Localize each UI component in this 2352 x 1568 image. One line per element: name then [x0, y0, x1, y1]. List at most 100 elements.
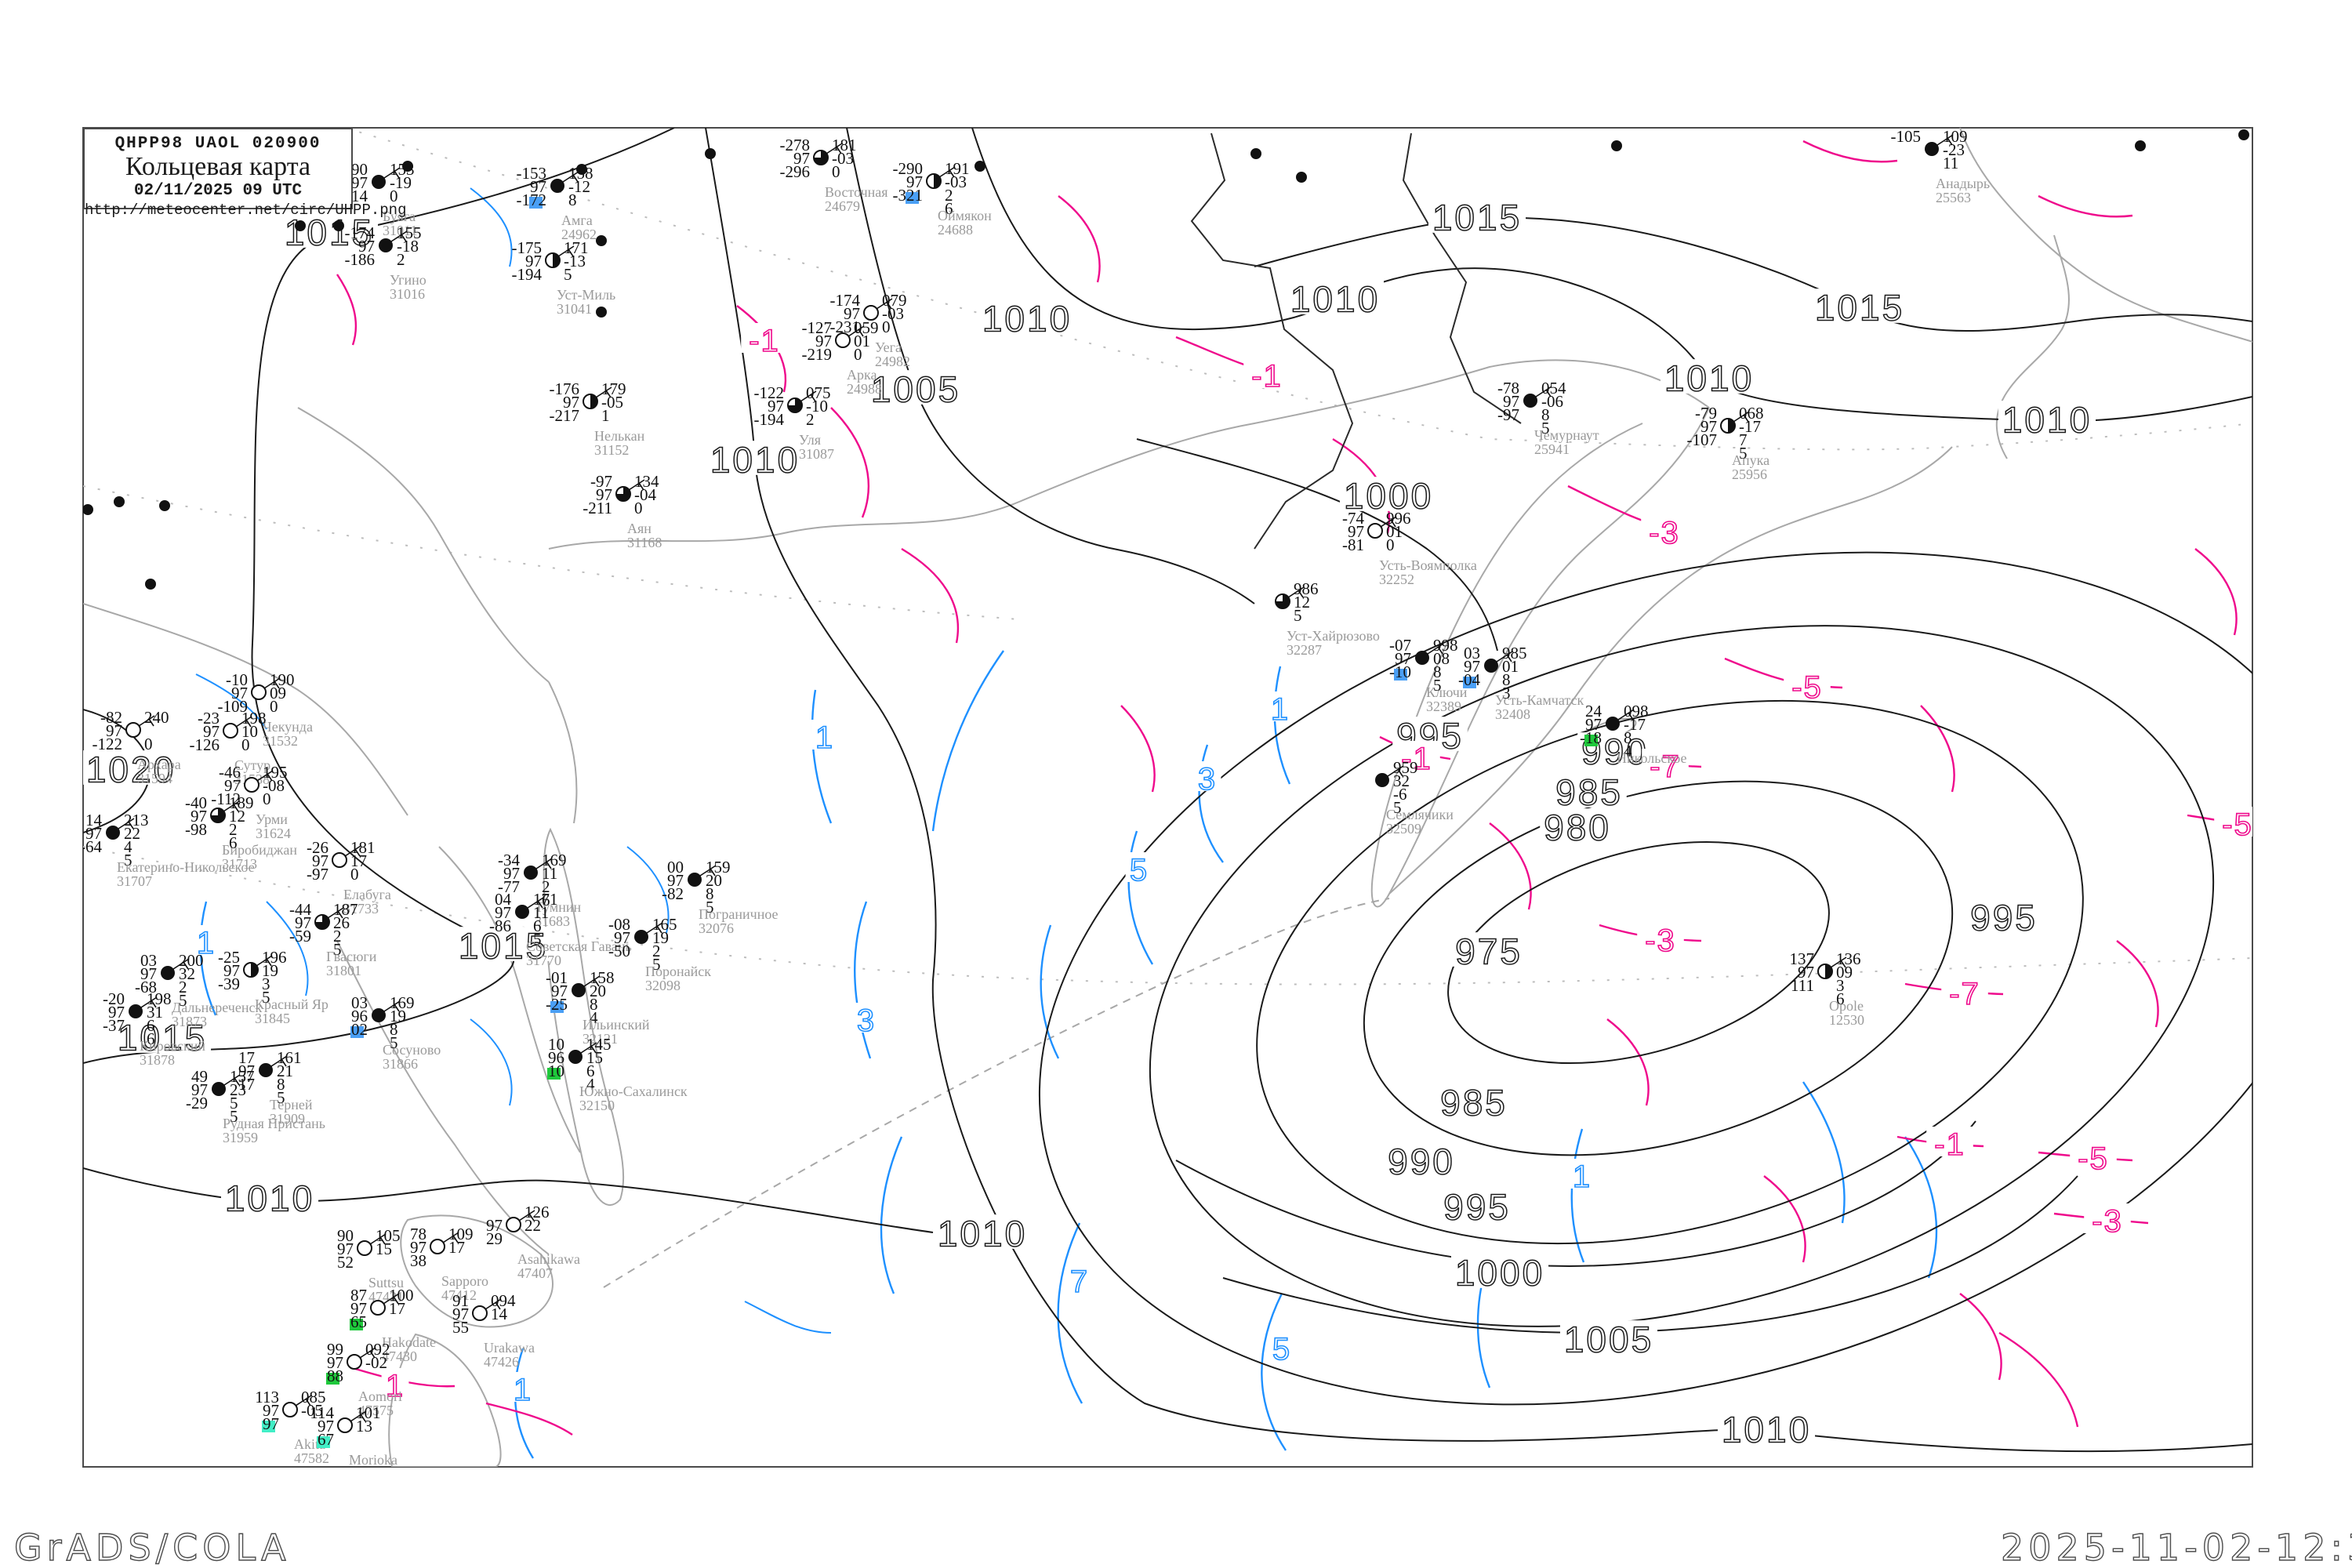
blue-contour-layer [199, 650, 1938, 1459]
wind-barb [383, 167, 401, 179]
station-name: Urakawa [484, 1340, 535, 1356]
isobar-label: 1015 [459, 926, 548, 967]
minor-station-dot [2238, 129, 2249, 140]
station-value-tr: 198 [241, 709, 267, 728]
minor-station-dot [576, 164, 587, 175]
station-value-tr: 198 [147, 989, 172, 1008]
station-value-b1: 2 [945, 186, 953, 205]
station-value-tl: 04 [495, 890, 512, 909]
river-layer [195, 187, 832, 1334]
station-circle [524, 866, 538, 880]
station-value-l: 97 [614, 928, 630, 947]
station-value-tr: 187 [333, 900, 358, 919]
blue-contour-label: 1 [815, 720, 834, 755]
station-id: 32509 [1386, 821, 1421, 837]
station-square-blue [529, 197, 543, 209]
station-value-bl: -296 [780, 162, 811, 181]
station-circle [572, 983, 586, 997]
station-circle [515, 905, 529, 919]
station-value-l: 97 [844, 304, 860, 323]
station-id: 25563 [1936, 190, 1971, 205]
wind-barb [1617, 709, 1635, 720]
station-value-bl: -186 [345, 250, 376, 269]
minor-station-dot [70, 622, 81, 633]
station-id: 31770 [526, 953, 561, 968]
station-value-tr: 079 [882, 291, 907, 310]
station-value-l: 97 [337, 1240, 354, 1258]
station-value-l: 97 [263, 1401, 279, 1420]
station-value-b1: 2 [229, 820, 238, 839]
isobar-label: 1010 [2002, 400, 2092, 441]
station-value-tr: 196 [262, 948, 287, 967]
station-circle [550, 179, 564, 193]
station-value-b1: 2 [806, 410, 815, 429]
station-circle [372, 1008, 386, 1022]
station-value-bl: -97 [1497, 405, 1519, 424]
station-circle [244, 777, 260, 793]
station-value-tr: 059 [854, 318, 879, 337]
station-value-r: -10 [806, 397, 828, 416]
isobar-label: 1020 [86, 750, 176, 790]
station-value-b2: 5 [1393, 798, 1402, 817]
station-value-l: 97 [1798, 963, 1814, 982]
station-name: Оймякон [938, 208, 992, 223]
station-value-l: 97 [486, 1216, 503, 1235]
pink-contour-label: -3 [2092, 1204, 2123, 1239]
station-id: 31016 [390, 286, 425, 302]
station-value-bl: -29 [186, 1094, 208, 1112]
station-value-tr: 986 [1294, 579, 1319, 598]
station-name: Гвасюги [326, 949, 377, 964]
wind-barb [263, 677, 281, 689]
graticule-layer [83, 128, 2252, 985]
station-circle-quarter [315, 915, 329, 929]
station-circle [379, 238, 393, 252]
pink-contour-label: -1 [1251, 359, 1283, 394]
station-value-l: 97 [140, 964, 157, 983]
station-value-tl: -153 [517, 164, 547, 183]
station-name: Екатерино-Никольское [117, 859, 255, 875]
station-id: 31624 [256, 826, 291, 841]
station-value-tl: -10 [226, 670, 248, 689]
station-value-bl: 67 [318, 1430, 334, 1449]
station-value-tr: 213 [124, 811, 149, 829]
station-value-l: 97 [667, 871, 684, 890]
station-value-tl: -20 [103, 989, 125, 1008]
station-value-bl: -81 [1342, 535, 1364, 554]
station-value-b1: 2 [333, 927, 342, 946]
station-value-b1: 8 [390, 1020, 398, 1039]
station-id: 31909 [270, 1111, 305, 1127]
pink-contour-label: -5 [2222, 808, 2253, 842]
station-value-r: -02 [365, 1353, 387, 1372]
station-value-bl: -50 [608, 942, 630, 960]
pink-contour-label: -7 [1650, 750, 1681, 784]
station-value-b1: 2 [652, 942, 661, 960]
station-value-bl: -04 [1458, 670, 1480, 689]
station-name: Биробиджан [222, 842, 297, 858]
station-value-tl: -44 [289, 900, 311, 919]
blue-contour-label: 7 [1070, 1265, 1089, 1299]
station-id: 32389 [1426, 699, 1461, 714]
isobar-label: 1010 [938, 1214, 1027, 1254]
station-value-l: 97 [1348, 522, 1364, 541]
blue-contour-label: 5 [1130, 853, 1149, 887]
station-circle [1367, 523, 1383, 539]
station-circle-quarter [814, 151, 828, 165]
station-value-r: 22 [524, 1216, 541, 1235]
station-value-b2: 5 [1739, 444, 1748, 463]
station-value-bl: 65 [350, 1312, 367, 1331]
station-circle [282, 1402, 298, 1417]
wind-barb [1496, 651, 1513, 662]
station-value-l: 97 [327, 1353, 343, 1372]
station-id: 32121 [583, 1031, 618, 1047]
station-id: 47575 [358, 1403, 394, 1418]
station-value-b1: 0 [832, 162, 840, 181]
station-value-r: -12 [568, 177, 590, 196]
station-value-tr: 195 [263, 763, 288, 782]
station-value-b1: 8 [277, 1075, 285, 1094]
minor-station-dot [2135, 140, 2146, 151]
